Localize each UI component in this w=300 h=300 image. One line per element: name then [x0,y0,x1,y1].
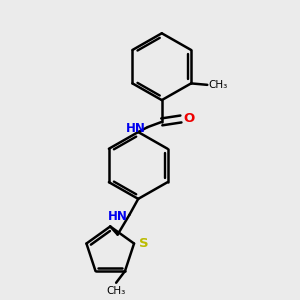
Text: HN: HN [126,122,146,135]
Text: HN: HN [108,209,128,223]
Text: CH₃: CH₃ [106,286,126,296]
Text: CH₃: CH₃ [208,80,228,90]
Text: O: O [183,112,194,125]
Text: S: S [139,237,148,250]
